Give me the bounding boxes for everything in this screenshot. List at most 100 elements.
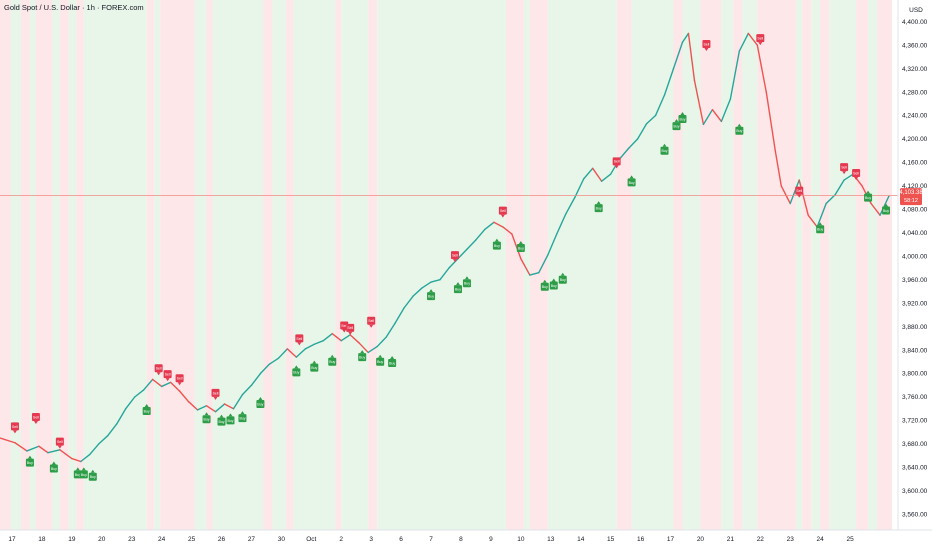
buy-signal[interactable]: Buy [816, 222, 825, 234]
price-segment [484, 221, 495, 231]
price-segment [556, 213, 567, 235]
price-axis[interactable]: 3,560.00 3,600.00 3,640.00 3,680.00 3,720.00… [902, 19, 928, 519]
x-tick-label: 9 [489, 536, 493, 543]
buy-signal-label: Buy [311, 366, 317, 370]
buy-signal-label: Buy [679, 117, 685, 121]
buy-zone [682, 0, 701, 530]
buy-signal[interactable]: Buy [627, 175, 636, 187]
buy-signal[interactable]: Buy [238, 411, 247, 423]
buy-signal-box [549, 281, 558, 290]
buy-signal[interactable]: Buy [25, 455, 34, 467]
buy-signal-box [735, 126, 744, 135]
buy-signal-label: Buy [817, 228, 823, 232]
price-segment [394, 307, 405, 324]
buy-signal[interactable]: Buy [672, 119, 681, 131]
sell-arrow-icon [156, 372, 161, 376]
sell-signal[interactable]: Sell [175, 374, 184, 386]
buy-arrow-icon [219, 414, 224, 418]
sell-signal-box [163, 370, 172, 379]
buy-arrow-icon [455, 282, 460, 286]
sell-zone [35, 0, 53, 530]
buy-signal[interactable]: Buy [427, 289, 436, 301]
sell-signal[interactable]: Sell [756, 34, 765, 46]
buy-signal[interactable]: Buy [516, 241, 525, 253]
buy-signal-label: Buy [662, 149, 668, 153]
sell-signal[interactable]: Sell [498, 206, 507, 218]
buy-signal[interactable]: Buy [549, 278, 558, 290]
buy-signal[interactable]: Buy [462, 276, 471, 288]
price-segment [843, 173, 854, 181]
buy-signal[interactable]: Buy [540, 279, 549, 291]
buy-signal-box [388, 358, 397, 367]
buy-signal-label: Buy [389, 361, 395, 365]
buy-signal[interactable]: Buy [558, 272, 567, 284]
sell-signal-label: Sell [614, 160, 620, 164]
sell-signal[interactable]: Sell [154, 364, 163, 376]
buy-signal-box [882, 206, 891, 215]
buy-signal[interactable]: Buy [660, 143, 669, 155]
buy-signal-box [864, 193, 873, 202]
y-tick-label: 3,680.00 [902, 441, 928, 448]
price-segment [125, 396, 136, 410]
price-segment [672, 41, 684, 70]
price-segment [89, 443, 100, 456]
x-tick-label: 21 [727, 536, 735, 543]
symbol-title[interactable]: Gold Spot / U.S. Dollar · 1h · FOREX.com [4, 3, 144, 12]
sell-signal[interactable]: Sell [346, 323, 355, 335]
sell-zone [160, 0, 195, 530]
x-tick-label: 2 [339, 536, 343, 543]
buy-signal-label: Buy [204, 418, 210, 422]
price-segment [376, 336, 387, 348]
buy-signal[interactable]: Buy [226, 413, 235, 425]
price-segment [358, 342, 369, 354]
buy-signal[interactable]: Buy [492, 238, 501, 250]
buy-signal[interactable]: Buy [202, 412, 211, 424]
buy-signal-label: Buy [629, 181, 635, 185]
buy-signal[interactable]: Buy [678, 112, 687, 124]
buy-signal[interactable]: Buy [88, 469, 97, 481]
buy-signal[interactable]: Buy [142, 404, 151, 416]
sell-signal[interactable]: Sell [55, 437, 64, 449]
buy-signal[interactable]: Buy [217, 414, 226, 426]
sell-signal[interactable]: Sell [10, 422, 19, 434]
buy-signal[interactable]: Buy [376, 354, 385, 366]
buy-signal[interactable]: Buy [864, 190, 873, 202]
buy-signal[interactable]: Buy [735, 123, 744, 135]
buy-signal[interactable]: Buy [49, 461, 58, 473]
price-segment [187, 400, 199, 411]
buy-zone [29, 0, 36, 530]
buy-signal[interactable]: Buy [388, 355, 397, 367]
buy-signal[interactable]: Buy [882, 203, 891, 215]
sell-signal[interactable]: Sell [295, 334, 304, 346]
sell-signal[interactable]: Sell [852, 169, 861, 181]
buy-signal[interactable]: Buy [328, 354, 337, 366]
sell-signal[interactable]: Sell [702, 40, 711, 52]
buy-signal[interactable]: Buy [256, 397, 265, 408]
buy-arrow-icon [27, 455, 32, 459]
buy-signal[interactable]: Buy [453, 282, 462, 294]
sell-signal-label: Sell [452, 254, 458, 258]
sell-signal[interactable]: Sell [211, 388, 220, 400]
price-segment [439, 267, 450, 281]
sell-signal[interactable]: Sell [367, 316, 376, 328]
sell-signal[interactable]: Sell [795, 186, 804, 198]
buy-signal[interactable]: Buy [79, 467, 88, 479]
buy-signal[interactable]: Buy [594, 201, 603, 213]
sell-signal-box [154, 364, 163, 373]
sell-signal[interactable]: Sell [840, 163, 849, 175]
buy-signal[interactable]: Buy [358, 350, 367, 362]
time-axis[interactable]: 17 18 19 20 23 24 25 26 27 30 Oct 2 3 6 7 8 9 10 13 14 15 16 1… [8, 536, 854, 543]
buy-arrow-icon [551, 278, 556, 282]
price-segment [116, 408, 127, 425]
buy-signal[interactable]: Buy [292, 365, 301, 377]
sell-signal[interactable]: Sell [612, 157, 621, 169]
buy-signal-label: Buy [464, 282, 470, 286]
sell-signal[interactable]: Sell [163, 370, 172, 382]
sell-signal[interactable]: Sell [450, 251, 459, 263]
sell-signal[interactable]: Sell [31, 412, 40, 424]
buy-signal[interactable]: Buy [310, 360, 319, 372]
price-segment [825, 194, 836, 205]
price-segment [645, 114, 657, 125]
